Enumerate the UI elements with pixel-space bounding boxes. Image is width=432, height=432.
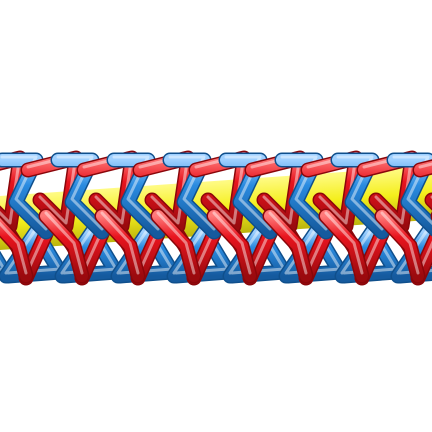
blue-rod-front-4 xyxy=(164,154,220,238)
red-rod-chevron-3-highlight xyxy=(156,211,196,275)
red-rod-chevron-4-highlight xyxy=(212,211,252,275)
red-rod-back-8-highlight xyxy=(416,240,432,277)
blue-rod-front-8 xyxy=(388,154,432,235)
blue-rod-front-4-highlight xyxy=(168,155,216,231)
red-rod-back-8 xyxy=(412,232,432,284)
blue-rod-front-3 xyxy=(108,154,164,238)
blue-rod-front-8-highlight xyxy=(392,155,432,226)
red-rod-chevron-7 xyxy=(376,210,424,282)
red-rod-chevron-3 xyxy=(152,210,200,282)
red-rod-chevron-7-highlight xyxy=(380,211,420,275)
blue-rod-front-6 xyxy=(276,154,332,238)
blue-rod-front-2 xyxy=(52,154,108,238)
red-rod-chevron-6-highlight xyxy=(324,211,364,275)
red-rod-chevron-0-highlight xyxy=(0,221,28,275)
blue-rod-front-1 xyxy=(0,154,52,238)
blue-rod-front-5 xyxy=(220,154,276,238)
red-rod-chevron-2 xyxy=(96,210,144,282)
blue-rod-front-7-highlight xyxy=(336,155,384,231)
red-rod-chevron-5-highlight xyxy=(268,211,308,275)
blue-rod-front-2-highlight xyxy=(56,155,104,231)
red-rod-chevron-6 xyxy=(320,210,368,282)
red-rod-chevron-0 xyxy=(0,217,32,282)
blue-rod-front-1-highlight xyxy=(0,155,48,231)
red-rod-chevron-5 xyxy=(264,210,312,282)
front-rods xyxy=(0,150,432,284)
blue-rod-front-6-highlight xyxy=(280,155,328,231)
blue-rod-front-7 xyxy=(332,154,388,238)
red-rod-chevron-1-highlight xyxy=(44,211,84,275)
red-rod-chevron-2-highlight xyxy=(100,211,140,275)
red-rod-chevron-4 xyxy=(208,210,256,282)
red-rod-chevron-1 xyxy=(40,210,88,282)
blue-rod-front-5-highlight xyxy=(224,155,272,231)
blue-rod-front-3-highlight xyxy=(112,155,160,231)
